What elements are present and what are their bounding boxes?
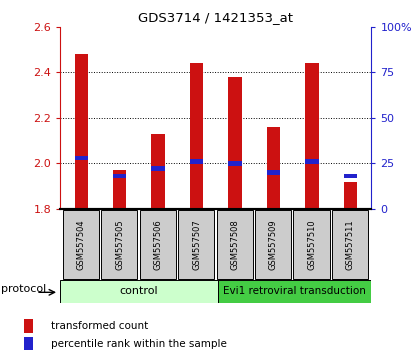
- Bar: [305, 63, 319, 209]
- Bar: [344, 174, 357, 178]
- Text: GSM557511: GSM557511: [346, 219, 355, 270]
- Text: GSM557509: GSM557509: [269, 219, 278, 270]
- Text: Evi1 retroviral transduction: Evi1 retroviral transduction: [223, 286, 366, 296]
- Bar: [24, 337, 34, 350]
- Text: GSM557505: GSM557505: [115, 219, 124, 270]
- Text: GSM557506: GSM557506: [154, 219, 163, 270]
- Bar: [151, 166, 165, 171]
- Bar: [228, 77, 242, 209]
- FancyBboxPatch shape: [60, 280, 218, 303]
- Title: GDS3714 / 1421353_at: GDS3714 / 1421353_at: [138, 11, 293, 24]
- FancyBboxPatch shape: [293, 210, 330, 279]
- Bar: [75, 54, 88, 209]
- Text: GSM557508: GSM557508: [230, 219, 239, 270]
- Bar: [151, 134, 165, 209]
- Bar: [24, 319, 34, 333]
- Bar: [267, 170, 280, 175]
- FancyBboxPatch shape: [140, 210, 176, 279]
- FancyBboxPatch shape: [332, 210, 368, 279]
- FancyBboxPatch shape: [217, 210, 253, 279]
- Text: GSM557507: GSM557507: [192, 219, 201, 270]
- FancyBboxPatch shape: [218, 280, 371, 303]
- Bar: [228, 161, 242, 166]
- Bar: [344, 182, 357, 209]
- Bar: [190, 63, 203, 209]
- Text: GSM557504: GSM557504: [77, 219, 86, 270]
- Bar: [113, 174, 127, 178]
- FancyBboxPatch shape: [255, 210, 291, 279]
- Bar: [305, 159, 319, 164]
- Bar: [75, 155, 88, 160]
- FancyBboxPatch shape: [178, 210, 214, 279]
- Text: percentile rank within the sample: percentile rank within the sample: [51, 339, 227, 349]
- Bar: [267, 127, 280, 209]
- Text: control: control: [120, 286, 158, 296]
- Text: transformed count: transformed count: [51, 321, 148, 331]
- Text: protocol: protocol: [1, 284, 46, 294]
- FancyBboxPatch shape: [63, 210, 99, 279]
- Bar: [190, 159, 203, 164]
- Text: GSM557510: GSM557510: [308, 219, 316, 270]
- Bar: [113, 170, 127, 209]
- FancyBboxPatch shape: [101, 210, 137, 279]
